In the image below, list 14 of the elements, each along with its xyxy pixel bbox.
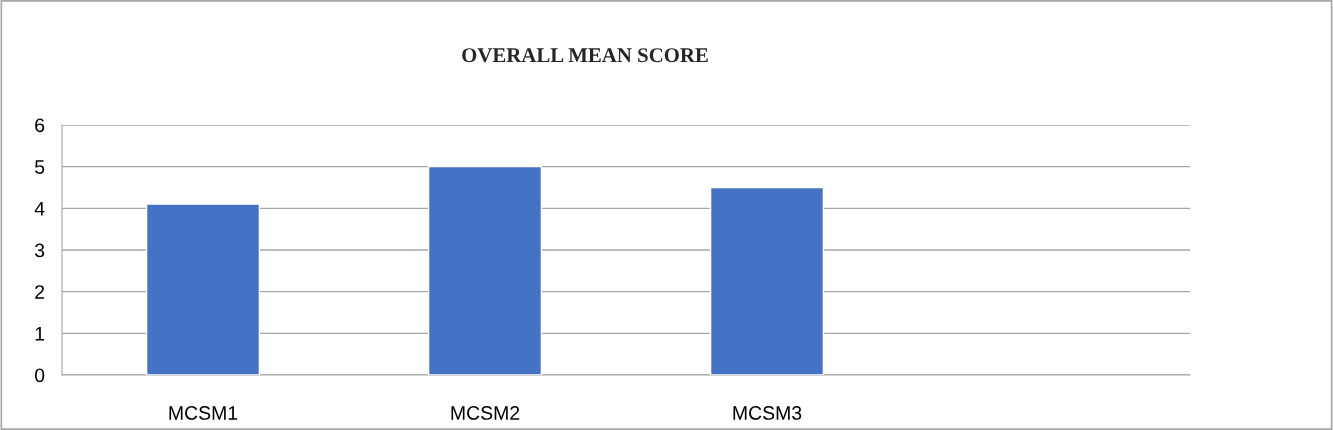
y-tick-label: 1 [35,327,45,341]
y-tick-label: 2 [35,285,45,299]
x-tick-label: MCSM1 [169,406,238,420]
y-tick-label: 3 [34,243,45,258]
bar [709,186,825,375]
y-tick-label: 0 [34,368,45,383]
x-tick-label: MCSM3 [733,406,802,420]
bar [427,165,543,375]
x-tick-label: MCSM2 [451,406,520,420]
bar [145,203,261,375]
chart-title: OVERALL MEAN SCORE [462,48,708,63]
y-tick-label: 5 [35,160,45,174]
y-tick-label: 4 [34,202,45,216]
y-tick-label: 6 [35,118,45,133]
